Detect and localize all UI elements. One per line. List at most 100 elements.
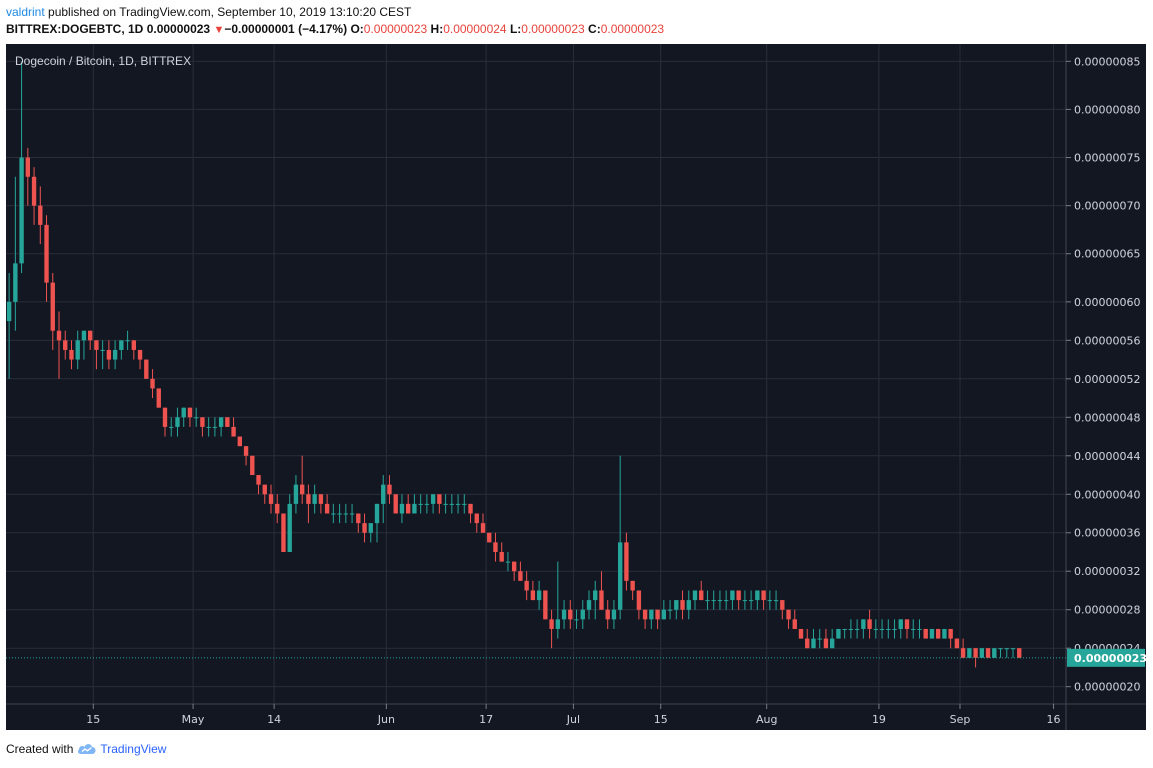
- candle[interactable]: [929, 628, 935, 639]
- candle[interactable]: [468, 503, 473, 524]
- candle[interactable]: [418, 494, 423, 514]
- candle[interactable]: [262, 484, 267, 504]
- candle[interactable]: [998, 648, 1003, 658]
- candle[interactable]: [686, 590, 691, 620]
- candle[interactable]: [306, 484, 311, 524]
- candle[interactable]: [324, 494, 330, 514]
- candle[interactable]: [368, 523, 373, 543]
- candle[interactable]: [605, 600, 610, 629]
- candle[interactable]: [674, 600, 679, 620]
- candle[interactable]: [661, 600, 667, 620]
- candle[interactable]: [748, 590, 754, 610]
- candle[interactable]: [524, 571, 529, 601]
- candle[interactable]: [935, 628, 941, 639]
- candle[interactable]: [854, 619, 860, 639]
- candle[interactable]: [954, 638, 960, 649]
- candle[interactable]: [536, 580, 542, 610]
- candle[interactable]: [19, 61, 24, 273]
- candle[interactable]: [898, 619, 903, 639]
- candle[interactable]: [175, 407, 180, 437]
- candle[interactable]: [649, 609, 654, 629]
- candle[interactable]: [493, 532, 498, 562]
- candle[interactable]: [586, 590, 592, 620]
- candle[interactable]: [642, 609, 648, 629]
- candle[interactable]: [144, 359, 149, 379]
- candle[interactable]: [580, 600, 585, 629]
- chart-frame[interactable]: 0.00000020 0.00000024 0.00000028 0.00000032…: [6, 44, 1147, 730]
- candle[interactable]: [13, 176, 18, 331]
- candle[interactable]: [281, 513, 286, 552]
- candle[interactable]: [761, 590, 766, 610]
- candles[interactable]: [6, 61, 1022, 668]
- candle[interactable]: [430, 494, 436, 514]
- candle[interactable]: [499, 542, 504, 562]
- candle[interactable]: [842, 628, 847, 639]
- candle[interactable]: [449, 494, 455, 514]
- candle[interactable]: [356, 513, 361, 533]
- candle[interactable]: [106, 340, 112, 370]
- candle[interactable]: [112, 340, 118, 370]
- candle[interactable]: [873, 619, 879, 639]
- candle[interactable]: [287, 494, 292, 552]
- candle[interactable]: [568, 600, 573, 629]
- candle[interactable]: [212, 417, 218, 437]
- candle[interactable]: [387, 475, 392, 504]
- candle[interactable]: [349, 503, 355, 524]
- candle[interactable]: [699, 580, 704, 601]
- candle[interactable]: [992, 648, 997, 658]
- candle[interactable]: [50, 272, 55, 350]
- candle[interactable]: [948, 628, 953, 649]
- candle[interactable]: [119, 340, 124, 360]
- candle[interactable]: [530, 580, 536, 601]
- candle[interactable]: [861, 619, 866, 639]
- candle[interactable]: [549, 609, 554, 649]
- candle[interactable]: [487, 532, 492, 543]
- candle[interactable]: [31, 167, 37, 225]
- candle[interactable]: [823, 628, 829, 649]
- candle[interactable]: [25, 147, 31, 206]
- candle[interactable]: [131, 340, 137, 360]
- candle[interactable]: [181, 407, 186, 427]
- candle[interactable]: [630, 580, 635, 601]
- candle[interactable]: [1004, 648, 1009, 658]
- candle[interactable]: [655, 609, 660, 629]
- candle[interactable]: [474, 513, 479, 533]
- candle[interactable]: [755, 590, 760, 610]
- candle[interactable]: [723, 590, 729, 610]
- candle[interactable]: [817, 628, 822, 649]
- candle[interactable]: [480, 513, 486, 533]
- candle[interactable]: [923, 628, 928, 639]
- candle[interactable]: [412, 494, 417, 514]
- candle[interactable]: [892, 619, 897, 639]
- candle[interactable]: [780, 600, 785, 620]
- candle[interactable]: [44, 215, 49, 302]
- candle[interactable]: [911, 619, 916, 639]
- candle[interactable]: [87, 330, 93, 350]
- candle[interactable]: [555, 561, 561, 639]
- candle[interactable]: [399, 494, 405, 524]
- candle[interactable]: [455, 494, 461, 514]
- candle[interactable]: [1010, 648, 1016, 658]
- candle[interactable]: [94, 340, 99, 370]
- candle[interactable]: [979, 648, 985, 658]
- candle[interactable]: [798, 628, 804, 639]
- candle[interactable]: [405, 494, 411, 514]
- candle[interactable]: [256, 475, 261, 495]
- candle[interactable]: [717, 590, 723, 610]
- candle[interactable]: [773, 590, 779, 610]
- candle[interactable]: [443, 494, 448, 514]
- candle[interactable]: [511, 561, 517, 581]
- candle[interactable]: [667, 600, 673, 620]
- candle[interactable]: [318, 494, 324, 514]
- candle[interactable]: [275, 494, 280, 524]
- candle[interactable]: [437, 494, 442, 514]
- candle[interactable]: [38, 186, 43, 245]
- candle[interactable]: [343, 503, 349, 524]
- candle[interactable]: [904, 619, 910, 639]
- candle[interactable]: [237, 436, 243, 447]
- candle[interactable]: [337, 503, 342, 524]
- candle[interactable]: [81, 330, 87, 360]
- candle[interactable]: [711, 590, 716, 610]
- candle[interactable]: [736, 590, 741, 610]
- candle[interactable]: [100, 340, 105, 370]
